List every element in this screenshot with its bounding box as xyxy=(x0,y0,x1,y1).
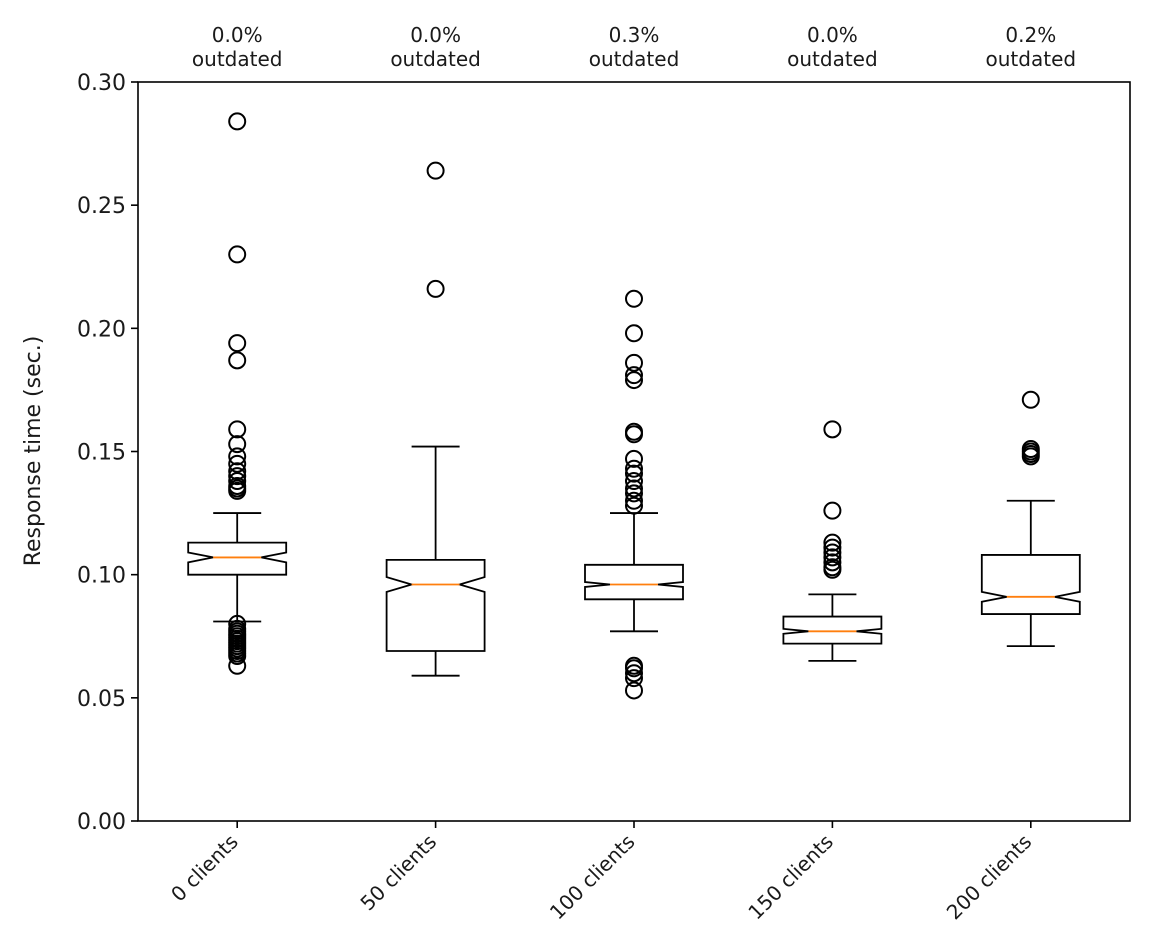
outlier-point xyxy=(625,425,643,444)
outlier-point xyxy=(625,459,643,478)
outlier-point xyxy=(228,472,247,491)
outlier-point xyxy=(823,538,842,557)
box-body xyxy=(584,563,684,601)
outlier-point xyxy=(228,646,247,665)
outlier-point xyxy=(823,420,842,439)
plot-marks xyxy=(187,112,1081,700)
outlier-point xyxy=(625,484,643,503)
outlier-point xyxy=(625,669,643,688)
top-label-pct: 0.2% xyxy=(1005,23,1056,47)
outlier-point xyxy=(625,449,643,468)
y-tick-label: 0.15 xyxy=(77,441,126,466)
outlier-point xyxy=(1021,390,1040,409)
box-body xyxy=(385,558,486,652)
outlier-point xyxy=(625,664,643,683)
top-label-text: outdated xyxy=(390,47,481,71)
y-tick-label: 0.00 xyxy=(77,810,126,835)
top-label-text: outdated xyxy=(787,47,878,71)
top-label-text: outdated xyxy=(192,47,283,71)
box-group xyxy=(187,112,288,675)
outlier-point xyxy=(823,533,842,552)
outlier-point xyxy=(228,334,247,353)
y-tick-label: 0.05 xyxy=(77,687,126,712)
outlier-point xyxy=(625,353,643,372)
outlier-point xyxy=(426,279,445,298)
outlier-point xyxy=(625,479,643,498)
y-tick-label: 0.20 xyxy=(77,317,126,342)
box-group xyxy=(782,420,883,662)
y-tick-label: 0.10 xyxy=(77,564,126,589)
outlier-point xyxy=(625,496,643,515)
outlier-point xyxy=(228,420,247,439)
outlier-point xyxy=(426,161,445,180)
outlier-point xyxy=(823,560,842,579)
box-body xyxy=(782,615,883,645)
outlier-point xyxy=(228,462,247,481)
outlier-point xyxy=(228,454,247,473)
outlier-point xyxy=(228,447,247,466)
top-label-pct: 0.3% xyxy=(609,23,660,47)
outlier-point xyxy=(625,366,643,385)
top-labels: 0.0%outdated0.0%outdated0.3%outdated0.0%… xyxy=(192,23,1076,71)
top-label-pct: 0.0% xyxy=(807,23,858,47)
box-group xyxy=(584,289,684,700)
y-tick-label: 0.25 xyxy=(77,194,126,219)
outlier-point xyxy=(625,491,643,510)
x-tick-label: 100 clients xyxy=(545,830,640,925)
outlier-point xyxy=(625,324,643,343)
outlier-point xyxy=(823,501,842,520)
outlier-point xyxy=(228,614,247,633)
top-label-text: outdated xyxy=(589,47,680,71)
outlier-point xyxy=(228,351,247,370)
outlier-point xyxy=(823,543,842,562)
outlier-point xyxy=(228,481,247,500)
outlier-point xyxy=(228,467,247,486)
outlier-point xyxy=(625,681,643,700)
y-tick-label: 0.30 xyxy=(77,71,126,96)
y-axis-label: Response time (sec.) xyxy=(21,336,46,567)
outlier-point xyxy=(625,289,643,308)
y-axis: 0.00 0.05 0.10 0.15 0.20 0.25 0.30 xyxy=(77,71,138,835)
outlier-point xyxy=(625,472,643,491)
outlier-point xyxy=(1021,447,1040,466)
outlier-point xyxy=(228,435,247,454)
top-label-pct: 0.0% xyxy=(212,23,263,47)
outlier-point xyxy=(625,371,643,390)
outlier-point xyxy=(228,656,247,675)
outlier-point xyxy=(228,245,247,264)
x-axis: 0 clients 50 clients 100 clients 150 client… xyxy=(166,821,1036,924)
x-tick-label: 0 clients xyxy=(166,830,243,907)
top-label-pct: 0.0% xyxy=(410,23,461,47)
box-group xyxy=(385,161,486,677)
x-tick-label: 50 clients xyxy=(355,830,441,916)
box-body xyxy=(980,554,1081,615)
outlier-point xyxy=(823,553,842,572)
outlier-point xyxy=(625,659,643,678)
outlier-point xyxy=(228,112,247,131)
top-label-text: outdated xyxy=(986,47,1077,71)
x-tick-label: 150 clients xyxy=(743,830,838,925)
box-group xyxy=(980,390,1081,648)
outlier-point xyxy=(625,464,643,483)
x-tick-label: 200 clients xyxy=(942,830,1037,925)
outlier-point xyxy=(823,548,842,567)
box-body xyxy=(187,541,288,576)
